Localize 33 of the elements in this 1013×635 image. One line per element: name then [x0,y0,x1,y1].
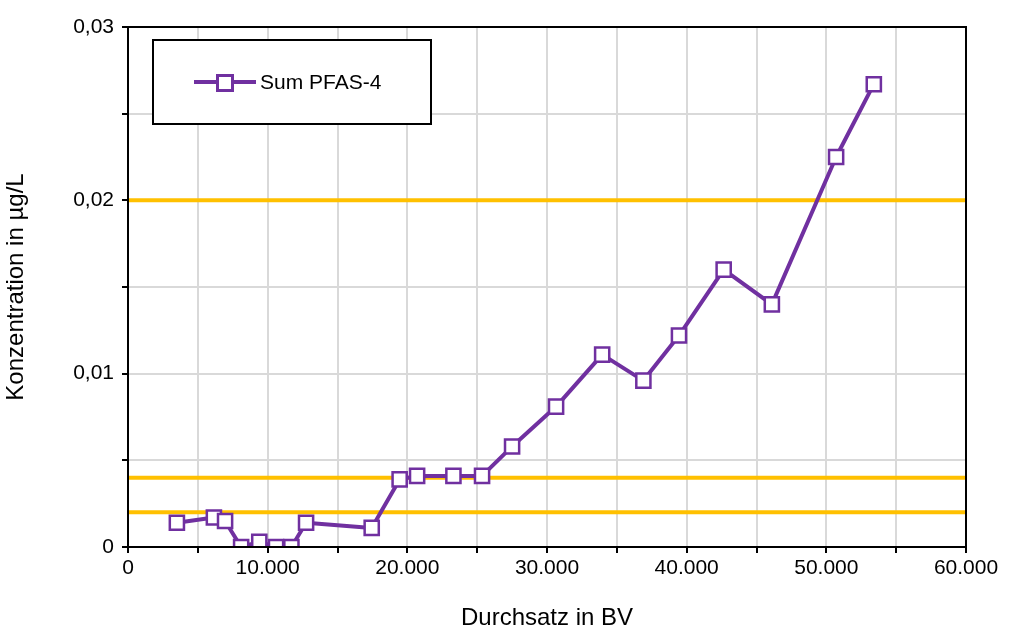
x-tick-label: 20.000 [375,555,440,579]
point [547,398,565,415]
point [503,438,521,455]
point [865,75,883,93]
legend-label: Sum PFAS-4 [260,70,382,94]
y-tick-label: 0 [102,533,114,557]
point [670,327,688,344]
point [473,467,491,485]
point [363,519,381,537]
point [827,148,845,166]
y-axis-title: Konzentration in µg/L [1,173,29,401]
x-axis-title: Durchsatz in BV [460,603,634,631]
x-tick-label: 10.000 [235,555,300,579]
x-tick-label: 60.000 [933,555,999,579]
x-tick-label: 40.000 [654,555,719,579]
point [391,471,408,488]
point [593,346,611,363]
point [168,514,186,532]
point [763,296,781,313]
y-tick-label: 0,01 [73,360,114,384]
y-tick-label: 0,02 [73,187,114,211]
x-tick-label: 0 [122,555,134,579]
point [408,467,426,485]
point [445,467,462,485]
point [297,514,315,532]
point [715,261,732,278]
point [216,512,234,530]
legend-frame: Sum PFAS-4 [152,39,432,125]
x-tick-label: 50.000 [794,555,859,579]
x-tick-label: 30.000 [514,555,580,579]
y-tick-label: 0,03 [73,13,114,37]
point [635,372,652,389]
point [250,533,268,547]
